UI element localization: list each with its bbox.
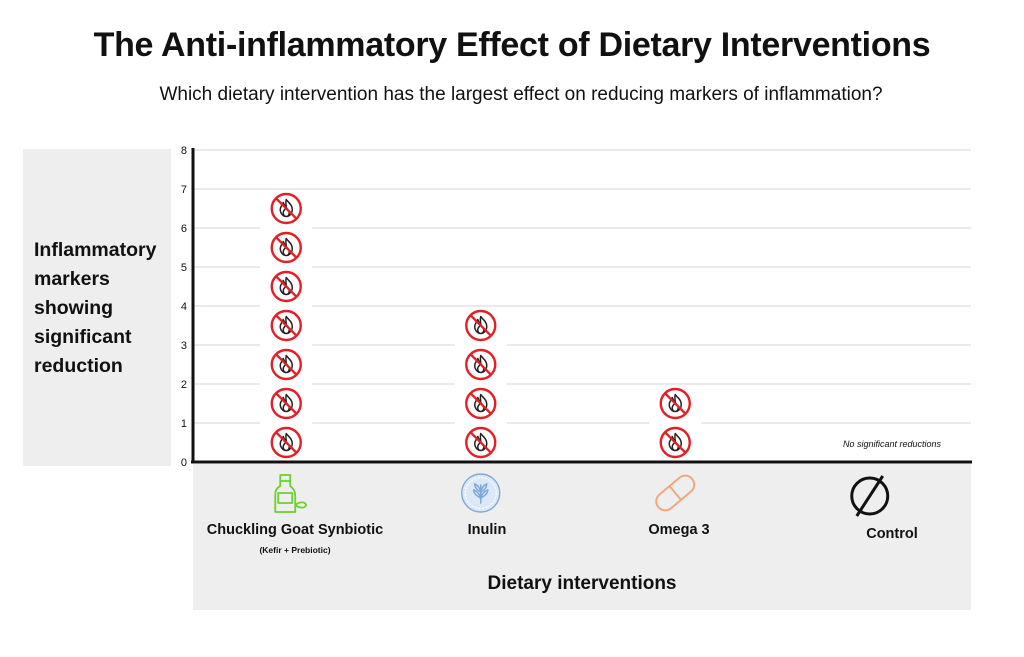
marker-0-1 — [270, 387, 302, 420]
x-axis-label: Dietary interventions — [487, 573, 677, 594]
y-tick-label-6: 6 — [181, 223, 187, 235]
y-tick-label-2: 2 — [181, 379, 187, 391]
wheat-icon — [461, 473, 501, 513]
y-tick-label-8: 8 — [181, 145, 187, 157]
marker-0-2 — [270, 348, 302, 381]
bottle-icon — [274, 474, 308, 513]
x-axis-panel — [193, 464, 971, 610]
category-label-2: Omega 3 — [648, 522, 710, 538]
marker-2-0 — [659, 426, 691, 459]
y-axis-label-panel — [23, 149, 171, 466]
y-tick-label-7: 7 — [181, 184, 187, 196]
y-tick-label-1: 1 — [181, 418, 187, 430]
marker-0-0 — [270, 426, 302, 459]
control-annotation: No significant reductions — [842, 439, 942, 449]
marker-2-1 — [659, 387, 691, 420]
no-symbol-icon — [850, 475, 890, 517]
chart-title: The Anti-inflammatory Effect of Dietary … — [93, 26, 931, 64]
marker-0-6 — [270, 192, 302, 225]
y-tick-label-3: 3 — [181, 340, 187, 352]
chart-subtitle: Which dietary intervention has the large… — [159, 84, 883, 105]
marker-1-0 — [465, 426, 497, 459]
marker-1-1 — [465, 387, 497, 420]
marker-1-3 — [465, 309, 497, 342]
y-tick-label-0: 0 — [181, 457, 187, 469]
y-tick-label-5: 5 — [181, 262, 187, 274]
category-sublabel-0: (Kefir + Prebiotic) — [259, 545, 331, 555]
y-tick-label-4: 4 — [181, 301, 187, 313]
capsule-icon — [655, 474, 696, 512]
category-label-0: Chuckling Goat Synbiotic — [206, 522, 384, 538]
marker-0-4 — [270, 270, 302, 303]
category-label-3: Control — [866, 526, 918, 542]
marker-0-5 — [270, 231, 302, 264]
marker-1-2 — [465, 348, 497, 381]
category-label-1: Inulin — [467, 522, 507, 538]
y-axis-label: Inflammatory markers showing significant… — [34, 239, 157, 377]
marker-0-3 — [270, 309, 302, 342]
